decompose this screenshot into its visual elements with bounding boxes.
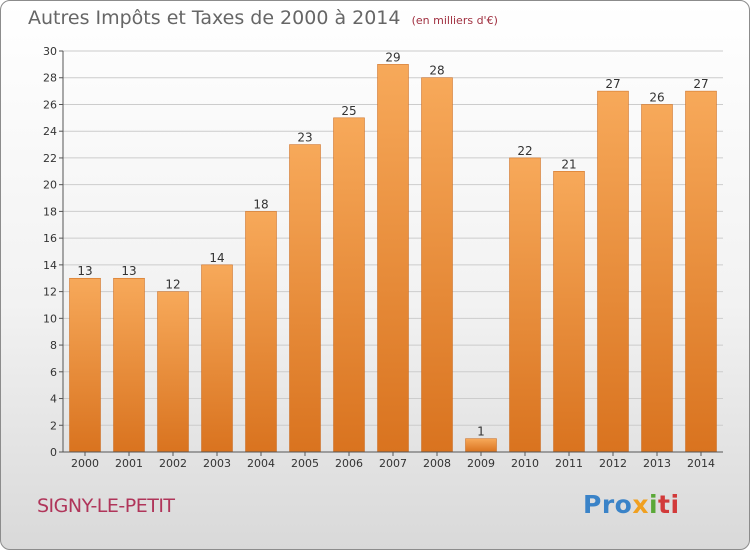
value-label-2011: 21 (561, 157, 576, 171)
x-tick-label-2012: 2012 (599, 457, 627, 470)
chart-unit: (en milliers d'€) (411, 14, 498, 27)
x-tick-label-2001: 2001 (115, 457, 143, 470)
y-tick-label: 0 (50, 446, 57, 459)
value-label-2000: 13 (77, 264, 92, 278)
value-label-2003: 14 (209, 251, 224, 265)
value-label-2006: 25 (341, 104, 356, 118)
y-tick-label: 26 (43, 98, 57, 111)
bar-2009 (465, 438, 497, 453)
x-tick-label-2005: 2005 (291, 457, 319, 470)
y-tick-label: 20 (43, 179, 57, 192)
bar-2003 (201, 264, 233, 453)
value-label-2009: 1 (477, 425, 485, 439)
y-tick-label: 14 (43, 259, 57, 272)
value-label-2013: 26 (649, 90, 664, 104)
value-label-2007: 29 (385, 50, 400, 64)
bars: 13 13 12 14 18 23 25 29 28 1 22 21 27 26 27 (69, 50, 717, 453)
x-tick-label-2014: 2014 (687, 457, 715, 470)
y-tick-label: 8 (50, 339, 57, 352)
y-tick-label: 18 (43, 205, 57, 218)
town-name: SIGNY-LE-PETIT (37, 495, 175, 517)
x-tick-label-2007: 2007 (379, 457, 407, 470)
bar-2001 (113, 277, 145, 453)
value-label-2008: 28 (429, 64, 444, 78)
value-label-2001: 13 (121, 264, 136, 278)
chart-title: Autres Impôts et Taxes de 2000 à 2014 (28, 7, 401, 29)
y-tick-label: 16 (43, 232, 57, 245)
title-row: Autres Impôts et Taxes de 2000 à 2014 (e… (28, 7, 498, 29)
y-tick-label: 4 (50, 393, 57, 406)
x-tick-label-2010: 2010 (511, 457, 539, 470)
bar-2004 (245, 211, 277, 453)
value-label-2012: 27 (605, 77, 620, 91)
bar-2011 (553, 171, 585, 453)
value-label-2014: 27 (693, 77, 708, 91)
x-tick-label-2004: 2004 (247, 457, 275, 470)
bar-2008 (421, 77, 453, 453)
value-label-2002: 12 (165, 278, 180, 292)
x-tick-label-2013: 2013 (643, 457, 671, 470)
x-tick-label-2002: 2002 (159, 457, 187, 470)
y-tick-label: 22 (43, 152, 57, 165)
value-label-2004: 18 (253, 197, 268, 211)
y-tick-label: 2 (50, 419, 57, 432)
bar-2007 (377, 64, 409, 453)
x-tick-label-2008: 2008 (423, 457, 451, 470)
y-tick-label: 30 (43, 45, 57, 58)
bar-2002 (157, 291, 189, 453)
x-tick-label-2003: 2003 (203, 457, 231, 470)
value-label-2010: 22 (517, 144, 532, 158)
bar-2000 (69, 277, 101, 453)
y-tick-label: 28 (43, 72, 57, 85)
y-tick-label: 12 (43, 286, 57, 299)
x-tick-label-2006: 2006 (335, 457, 363, 470)
y-tick-label: 6 (50, 366, 57, 379)
y-tick-label: 24 (43, 125, 57, 138)
x-tick-label-2009: 2009 (467, 457, 495, 470)
bar-2013 (641, 104, 673, 453)
bar-2012 (597, 90, 629, 453)
brand-logo: Proxiti (583, 490, 680, 519)
x-tick-label-2011: 2011 (555, 457, 583, 470)
y-tick-label: 10 (43, 312, 57, 325)
bar-2010 (509, 157, 541, 453)
bar-2014 (685, 90, 717, 453)
bar-2005 (289, 144, 321, 453)
bar-2006 (333, 117, 365, 453)
value-label-2005: 23 (297, 131, 312, 145)
x-tick-label-2000: 2000 (71, 457, 99, 470)
